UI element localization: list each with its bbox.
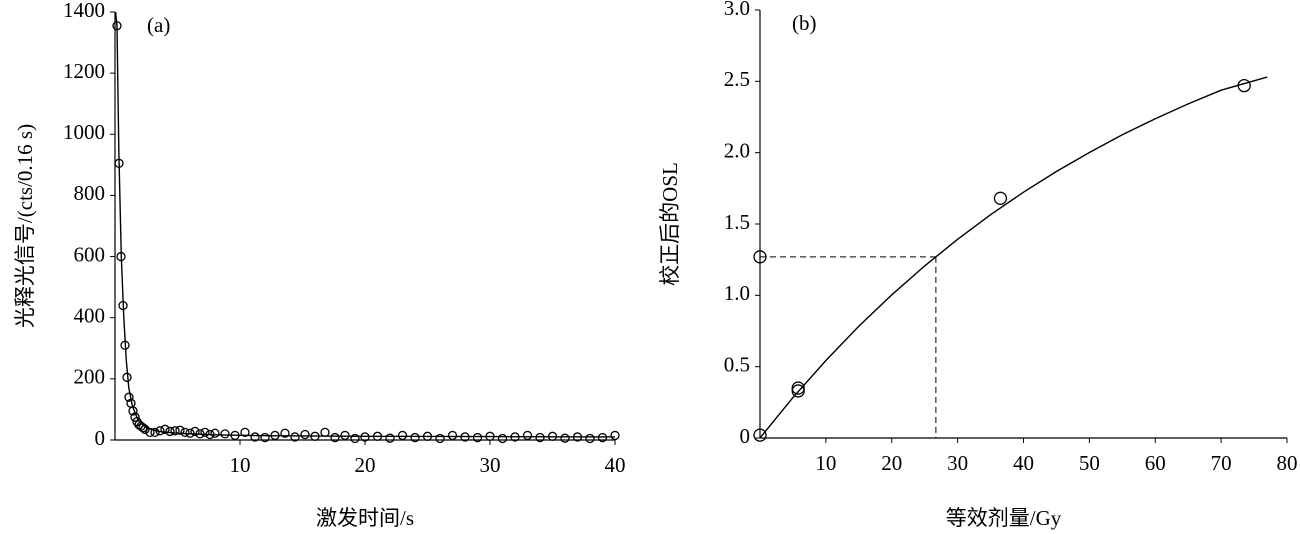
data-point: [150, 427, 160, 438]
y-tick-label: 200: [74, 365, 106, 389]
data-point: [1237, 78, 1251, 93]
data-point: [160, 424, 170, 434]
data-point: [497, 433, 508, 444]
data-point: [190, 426, 200, 437]
data-point: [535, 432, 545, 443]
data-point: [410, 432, 420, 443]
data-point: [350, 433, 360, 444]
y-tick-label: 0: [740, 424, 751, 448]
data-point: [472, 432, 483, 443]
data-point: [240, 427, 250, 438]
data-point: [385, 433, 395, 443]
data-point: [330, 432, 340, 443]
x-tick-label: 30: [947, 451, 968, 475]
y-tick-label: 1200: [63, 59, 105, 83]
data-point: [610, 430, 620, 441]
fit-line: [114, 11, 616, 438]
y-tick-label: 800: [74, 181, 106, 205]
y-tick-label: 400: [74, 304, 106, 328]
x-tick-label: 20: [881, 451, 902, 475]
y-axis-label: 校正后的OSL: [658, 162, 682, 286]
data-point: [175, 425, 185, 435]
x-tick-label: 80: [1277, 451, 1298, 475]
x-tick-label: 40: [605, 453, 626, 477]
y-tick-label: 1400: [63, 0, 105, 22]
data-point: [585, 433, 595, 444]
x-tick-label: 30: [480, 453, 501, 477]
y-tick-label: 2.5: [724, 67, 750, 91]
data-point: [124, 392, 134, 402]
x-tick-label: 40: [1013, 451, 1034, 475]
y-tick-label: 600: [74, 242, 106, 266]
x-tick-label: 50: [1079, 451, 1100, 475]
data-point: [320, 427, 330, 438]
y-axis-label: 光释光信号/(cts/0.16 s): [13, 124, 37, 328]
panel-label: (b): [792, 11, 817, 35]
y-tick-label: 2.0: [724, 138, 750, 162]
data-point: [300, 429, 310, 440]
data-point: [560, 433, 570, 443]
data-point: [260, 432, 270, 443]
fit-line: [759, 76, 1268, 439]
data-point: [220, 429, 230, 439]
data-point: [340, 430, 350, 441]
data-point: [180, 427, 190, 438]
data-point: [522, 430, 533, 441]
x-axis-label: 激发时间/s: [316, 506, 414, 530]
data-point: [200, 427, 210, 438]
data-point: [435, 433, 445, 444]
y-tick-label: 0: [95, 426, 106, 450]
data-point: [993, 191, 1008, 205]
data-point: [250, 432, 260, 442]
data-point: [170, 426, 180, 436]
data-point: [753, 250, 767, 264]
x-tick-label: 70: [1211, 451, 1232, 475]
x-tick-label: 10: [815, 451, 836, 475]
data-point: [397, 430, 408, 441]
panel-label: (a): [147, 13, 170, 37]
x-tick-label: 20: [355, 453, 376, 477]
data-point: [290, 432, 300, 442]
data-point: [447, 430, 458, 441]
y-tick-label: 3.0: [724, 0, 750, 20]
y-tick-label: 1.5: [724, 210, 750, 234]
x-axis-label: 等效剂量/Gy: [946, 506, 1062, 530]
y-tick-label: 1.0: [724, 281, 750, 305]
data-point: [210, 428, 220, 438]
data-point: [753, 428, 767, 442]
x-tick-label: 10: [230, 453, 251, 477]
data-point: [791, 381, 805, 395]
y-tick-label: 0.5: [724, 352, 750, 376]
x-tick-label: 60: [1145, 451, 1166, 475]
y-tick-label: 1000: [63, 120, 105, 144]
data-point: [280, 428, 290, 438]
